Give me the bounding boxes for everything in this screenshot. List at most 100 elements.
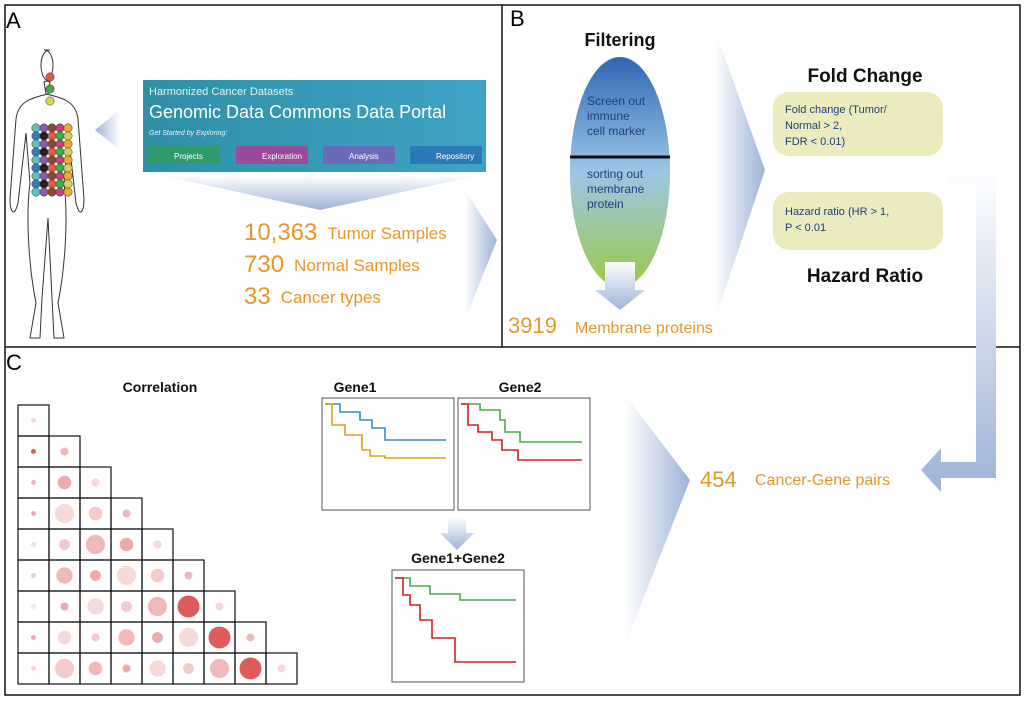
criteria-text: Normal > 2, (785, 120, 842, 132)
filtering-title: Filtering (585, 30, 656, 50)
fold-change-title: Fold Change (807, 66, 922, 87)
arrow (465, 190, 497, 320)
correlation-dot (121, 601, 132, 612)
arrow (595, 262, 645, 310)
filter-text: cell marker (587, 124, 646, 138)
correlation-dot (209, 658, 230, 679)
organ-dot (45, 84, 55, 94)
organ-dot (55, 155, 65, 165)
organ-dot (31, 171, 41, 181)
portal-button (236, 146, 308, 164)
filter-text: Screen out (587, 94, 646, 108)
correlation-matrix (17, 404, 298, 685)
filter-text: membrane (587, 182, 645, 196)
correlation-dot (122, 509, 131, 518)
arrow (921, 168, 996, 492)
pairs-label: Cancer-Gene pairs (755, 472, 890, 489)
correlation-dot (177, 595, 200, 618)
correlation-dot (88, 661, 103, 676)
arrow (625, 395, 690, 645)
criteria-box (773, 192, 943, 250)
correlation-dot (31, 635, 36, 640)
pairs-number: 454 (700, 467, 737, 492)
organ-dot (63, 187, 73, 197)
correlation-dot (215, 602, 224, 611)
panel-label: C (6, 350, 22, 375)
proteins-label: Membrane proteins (575, 320, 713, 337)
organ-dot (63, 155, 73, 165)
correlation-dot (57, 475, 72, 490)
proteins-number: 3919 (508, 313, 557, 338)
correlation-dot (56, 567, 73, 584)
correlation-dot (31, 418, 36, 423)
organ-dot (39, 131, 49, 141)
correlation-title: Correlation (123, 379, 198, 395)
portal-subtitle: Harmonized Cancer Datasets (149, 86, 294, 98)
button-label: Projects (174, 152, 203, 161)
correlation-dot (31, 542, 36, 547)
organ-dot (47, 171, 57, 181)
organ-dot (31, 163, 41, 173)
organ-dot (31, 187, 41, 197)
organ-dot (39, 179, 49, 189)
correlation-dot (178, 627, 199, 648)
organ-dot (31, 179, 41, 189)
arrow (440, 517, 474, 550)
matrix-cell (265, 652, 298, 685)
correlation-dot (60, 602, 69, 611)
criteria-box (773, 92, 943, 156)
stat-label: Normal Samples (294, 256, 420, 275)
correlation-dot (54, 503, 75, 524)
organ-dot (31, 131, 41, 141)
correlation-dot (91, 633, 100, 642)
filter-ellipse (570, 57, 670, 287)
panel-label: B (510, 6, 525, 31)
organ-dot (63, 123, 73, 133)
correlation-dot (147, 596, 168, 617)
correlation-dot (246, 633, 255, 642)
correlation-dot (208, 626, 231, 649)
organ-dot (55, 171, 65, 181)
correlation-dot (54, 658, 75, 679)
correlation-dot (31, 666, 36, 671)
portal-button (148, 146, 220, 164)
organ-dot (39, 187, 49, 197)
button-label: Exploration (262, 152, 302, 161)
correlation-dot (150, 568, 165, 583)
correlation-dot (153, 540, 162, 549)
km-frames (321, 397, 591, 683)
correlation-dot (60, 447, 69, 456)
organ-dot (55, 123, 65, 133)
correlation-dot (31, 511, 36, 516)
correlation-dot (118, 629, 135, 646)
organ-dot (45, 96, 55, 106)
correlation-dot (31, 604, 36, 609)
organ-dots (31, 72, 73, 197)
organ-dot (47, 139, 57, 149)
stat-label: Cancer types (281, 288, 381, 307)
correlation-dot (119, 537, 134, 552)
organ-dot (31, 123, 41, 133)
organ-dot (63, 163, 73, 173)
correlation-dot (91, 478, 100, 487)
correlation-dot (88, 506, 103, 521)
organ-dot (31, 147, 41, 157)
organ-dot (55, 139, 65, 149)
organ-dot (39, 139, 49, 149)
correlation-dot (85, 534, 106, 555)
organ-dot (55, 147, 65, 157)
stat-label: Tumor Samples (327, 224, 446, 243)
stat-number: 33 (244, 283, 271, 310)
organ-dot (47, 131, 57, 141)
filter-text: protein (587, 197, 624, 211)
correlation-dot (31, 449, 36, 454)
correlation-dot (239, 657, 262, 680)
correlation-dot (184, 571, 193, 580)
correlation-dot (277, 664, 286, 673)
criteria-text: P < 0.01 (785, 222, 826, 234)
organ-dot (39, 147, 49, 157)
organ-dot (47, 147, 57, 157)
stat-number: 730 (244, 251, 284, 278)
organ-dot (55, 179, 65, 189)
